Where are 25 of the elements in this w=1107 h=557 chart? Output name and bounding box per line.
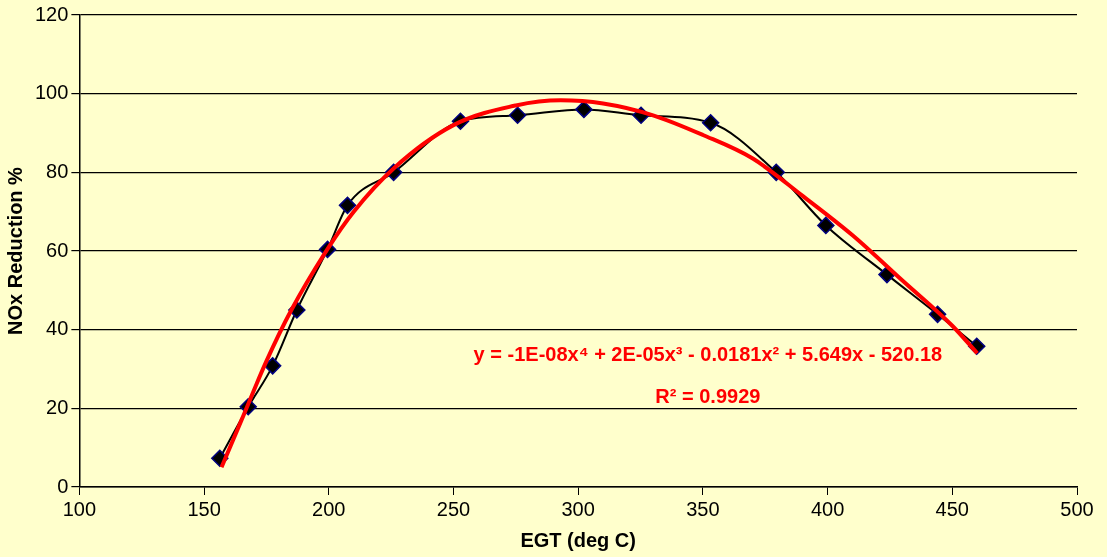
point xyxy=(817,216,835,235)
y-tick-label: 60 xyxy=(46,238,69,261)
point xyxy=(508,106,527,125)
x-tick-label: 250 xyxy=(436,497,471,520)
y-tick-label: 100 xyxy=(34,81,69,104)
annotation: y = -1E-08x⁴ + 2E-05x³ - 0.0181x² + 5.649x - 520.18 xyxy=(473,342,943,365)
x-tick-label: 450 xyxy=(935,497,969,520)
x-tick-label: 200 xyxy=(312,497,346,520)
annotation: R² = 0.9929 xyxy=(655,384,761,407)
point xyxy=(338,196,357,215)
x-tick-label: 150 xyxy=(187,497,221,520)
y-axis-title: NOx Reduction % xyxy=(3,166,26,335)
x-tick-label: 500 xyxy=(1060,497,1094,520)
point xyxy=(701,114,720,132)
x-tick-label: 300 xyxy=(561,497,595,520)
y-tick-label: 80 xyxy=(46,159,69,182)
x-axis-title: EGT (deg C) xyxy=(520,528,636,551)
x-tick-label: 350 xyxy=(686,497,720,520)
x-tick-label: 400 xyxy=(810,497,845,520)
point xyxy=(263,357,282,375)
y-tick-label: 20 xyxy=(46,395,69,418)
y-tick-label: 40 xyxy=(46,317,69,340)
y-tick-label: 0 xyxy=(57,474,69,497)
x-tick-label: 100 xyxy=(62,497,97,520)
y-tick-label: 120 xyxy=(34,2,69,25)
